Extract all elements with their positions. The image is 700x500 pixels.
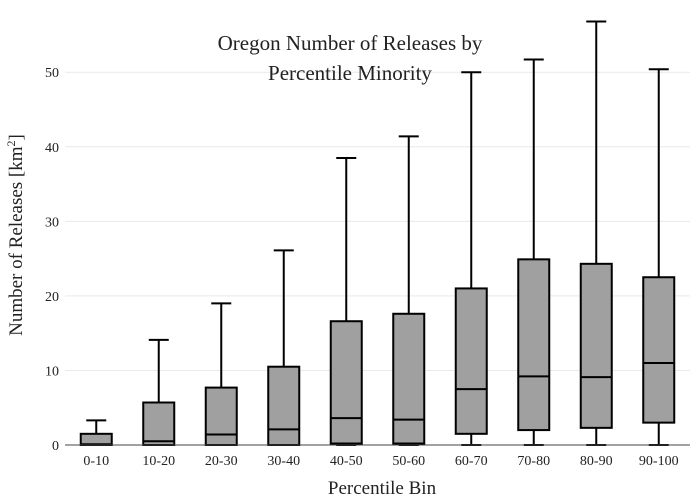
box-40-50 bbox=[329, 156, 363, 446]
x-tick-label: 0-10 bbox=[83, 454, 109, 469]
y-tick-labels: 0 10 20 30 40 50 bbox=[45, 66, 59, 454]
iqr-box bbox=[142, 401, 176, 446]
y-tick-label: 10 bbox=[45, 364, 59, 379]
y-tick-label: 0 bbox=[52, 439, 59, 454]
box-10-20 bbox=[142, 338, 176, 446]
y-tick-label: 20 bbox=[45, 290, 59, 305]
iqr-box bbox=[267, 365, 301, 447]
box-50-60 bbox=[392, 135, 426, 446]
box-80-90 bbox=[579, 20, 613, 446]
y-axis-label-main: Number of Releases [km bbox=[6, 146, 27, 336]
x-tick-label: 20-30 bbox=[205, 454, 238, 469]
iqr-box bbox=[454, 287, 488, 435]
y-axis-label-superscript: 2 bbox=[4, 140, 18, 146]
y-axis-label: Number of Releases [km2] bbox=[4, 134, 27, 336]
x-tick-label: 80-90 bbox=[580, 454, 613, 469]
iqr-box bbox=[517, 258, 551, 432]
box-0-10 bbox=[79, 419, 113, 447]
iqr-box bbox=[392, 312, 426, 445]
iqr-box bbox=[642, 276, 676, 424]
x-tick-label: 60-70 bbox=[455, 454, 488, 469]
x-tick-labels: 0-10 10-20 20-30 30-40 40-50 50-60 60-70 70-80 8… bbox=[83, 454, 678, 469]
chart-title-line-1: Oregon Number of Releases by bbox=[218, 31, 483, 55]
box-90-100 bbox=[642, 68, 676, 446]
box-60-70 bbox=[454, 71, 488, 446]
box-70-80 bbox=[517, 58, 551, 446]
iqr-box bbox=[204, 386, 238, 446]
box-series bbox=[79, 20, 676, 447]
x-tick-label: 90-100 bbox=[639, 454, 679, 469]
x-tick-label: 50-60 bbox=[392, 454, 425, 469]
x-tick-label: 30-40 bbox=[267, 454, 300, 469]
chart-title-line-2: Percentile Minority bbox=[268, 61, 432, 85]
x-tick-label: 70-80 bbox=[517, 454, 550, 469]
iqr-box bbox=[579, 262, 613, 429]
y-axis-label-end: ] bbox=[6, 134, 27, 140]
box-30-40 bbox=[267, 249, 301, 447]
y-tick-label: 30 bbox=[45, 215, 59, 230]
box-20-30 bbox=[204, 302, 238, 446]
x-tick-label: 10-20 bbox=[142, 454, 175, 469]
x-tick-label: 40-50 bbox=[330, 454, 363, 469]
y-tick-label: 50 bbox=[45, 66, 59, 81]
y-tick-label: 40 bbox=[45, 141, 59, 156]
x-axis-label: Percentile Bin bbox=[328, 478, 437, 499]
iqr-box bbox=[329, 320, 363, 445]
